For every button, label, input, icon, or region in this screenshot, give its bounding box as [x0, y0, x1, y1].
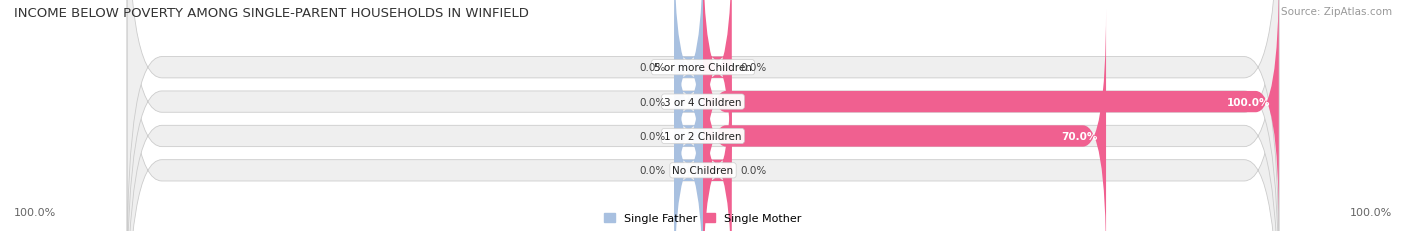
- Text: 100.0%: 100.0%: [1226, 97, 1270, 107]
- FancyBboxPatch shape: [127, 0, 1279, 231]
- FancyBboxPatch shape: [703, 10, 1107, 231]
- Text: 0.0%: 0.0%: [640, 166, 665, 176]
- Text: 0.0%: 0.0%: [741, 63, 766, 73]
- FancyBboxPatch shape: [127, 0, 1279, 231]
- Text: 70.0%: 70.0%: [1062, 131, 1098, 141]
- FancyBboxPatch shape: [127, 0, 1279, 231]
- FancyBboxPatch shape: [675, 10, 703, 231]
- FancyBboxPatch shape: [675, 0, 703, 194]
- FancyBboxPatch shape: [127, 0, 1279, 231]
- Text: 0.0%: 0.0%: [741, 166, 766, 176]
- FancyBboxPatch shape: [703, 44, 731, 231]
- Text: 3 or 4 Children: 3 or 4 Children: [664, 97, 742, 107]
- Text: INCOME BELOW POVERTY AMONG SINGLE-PARENT HOUSEHOLDS IN WINFIELD: INCOME BELOW POVERTY AMONG SINGLE-PARENT…: [14, 7, 529, 20]
- FancyBboxPatch shape: [675, 0, 703, 228]
- Text: 0.0%: 0.0%: [640, 131, 665, 141]
- Text: 100.0%: 100.0%: [14, 207, 56, 218]
- Text: 1 or 2 Children: 1 or 2 Children: [664, 131, 742, 141]
- Text: No Children: No Children: [672, 166, 734, 176]
- Text: 100.0%: 100.0%: [1350, 207, 1392, 218]
- FancyBboxPatch shape: [703, 0, 731, 194]
- Text: 0.0%: 0.0%: [640, 63, 665, 73]
- Text: 5 or more Children: 5 or more Children: [654, 63, 752, 73]
- Legend: Single Father, Single Mother: Single Father, Single Mother: [605, 213, 801, 223]
- FancyBboxPatch shape: [675, 44, 703, 231]
- FancyBboxPatch shape: [703, 0, 1279, 228]
- Text: 0.0%: 0.0%: [640, 97, 665, 107]
- Text: Source: ZipAtlas.com: Source: ZipAtlas.com: [1281, 7, 1392, 17]
